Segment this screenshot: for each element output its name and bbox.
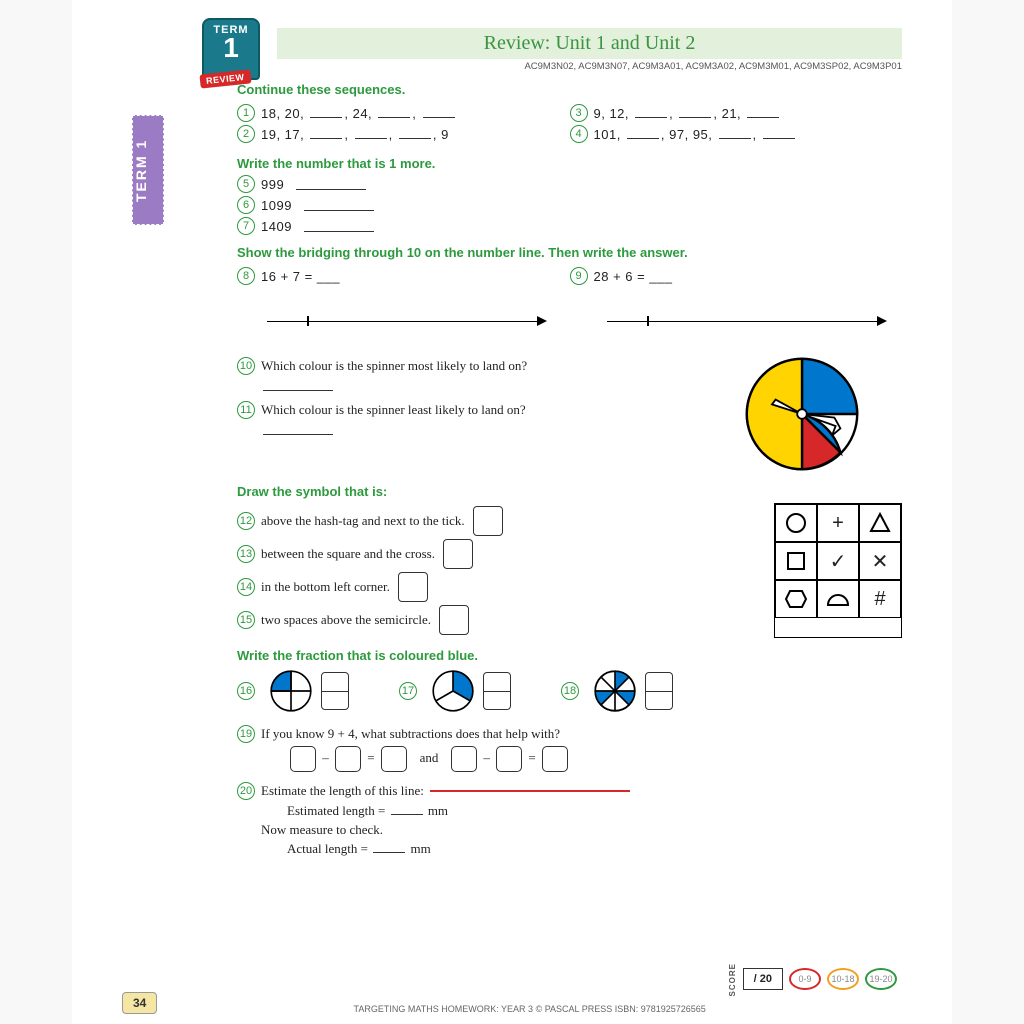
qnum-20: 20 [237, 782, 255, 800]
score-box: SCORE / 20 0-9 10-18 19-20 [728, 963, 897, 996]
grid-hexagon [775, 580, 817, 618]
content-area: Continue these sequences. 1 18, 20, , 24,… [237, 82, 902, 857]
q19-text: If you know 9 + 4, what subtractions doe… [261, 726, 560, 742]
qnum-11: 11 [237, 401, 255, 419]
fraction-thirds [431, 669, 475, 713]
q2-text: 19, 17, , , , 9 [261, 127, 449, 142]
red-line [430, 790, 630, 792]
term-badge: TERM 1 REVIEW [202, 18, 260, 80]
q7-text: 1409 [261, 219, 292, 234]
section-bridge: Show the bridging through 10 on the numb… [237, 245, 902, 260]
spinner-diagram [742, 354, 862, 474]
term-number: 1 [204, 36, 258, 60]
grid-square [775, 542, 817, 580]
section-sequences: Continue these sequences. [237, 82, 902, 97]
q13-text: between the square and the cross. [261, 546, 435, 562]
qnum-19: 19 [237, 725, 255, 743]
qnum-8: 8 [237, 267, 255, 285]
q12-text: above the hash-tag and next to the tick. [261, 513, 465, 529]
qnum-1: 1 [237, 104, 255, 122]
qnum-13: 13 [237, 545, 255, 563]
q3-text: 9, 12, , , 21, [594, 106, 782, 121]
q14-text: in the bottom left corner. [261, 579, 390, 595]
answer-box[interactable] [439, 605, 469, 635]
score-range-mid: 10-18 [827, 968, 859, 990]
answer-box[interactable] [398, 572, 428, 602]
qnum-9: 9 [570, 267, 588, 285]
fraction-answer-box[interactable] [321, 672, 349, 710]
qnum-12: 12 [237, 512, 255, 530]
qnum-18: 18 [561, 682, 579, 700]
qnum-10: 10 [237, 357, 255, 375]
grid-plus: + [817, 504, 859, 542]
worksheet-page: TERM 1 REVIEW Review: Unit 1 and Unit 2 … [72, 0, 952, 1024]
grid-circle [775, 504, 817, 542]
q8-text: 16 + 7 = ___ [261, 269, 340, 284]
q5-text: 999 [261, 177, 284, 192]
qnum-6: 6 [237, 196, 255, 214]
page-number: 34 [122, 992, 157, 1014]
grid-triangle [859, 504, 901, 542]
fraction-answer-box[interactable] [483, 672, 511, 710]
qnum-15: 15 [237, 611, 255, 629]
score-range-high: 19-20 [865, 968, 897, 990]
score-total: / 20 [743, 968, 783, 990]
fraction-answer-box[interactable] [645, 672, 673, 710]
qnum-5: 5 [237, 175, 255, 193]
grid-tick: ✓ [817, 542, 859, 580]
qnum-7: 7 [237, 217, 255, 235]
q20-actual: Actual length = mm [287, 841, 902, 857]
q9-text: 28 + 6 = ___ [594, 269, 673, 284]
side-tab: TERM 1 [132, 115, 164, 225]
qnum-17: 17 [399, 682, 417, 700]
answer-box[interactable] [443, 539, 473, 569]
number-line-2 [607, 306, 887, 336]
grid-hash: # [859, 580, 901, 618]
qnum-14: 14 [237, 578, 255, 596]
q19-equation: – = and – = [287, 746, 902, 772]
q20-estimate: Estimated length = mm [287, 803, 902, 819]
section-fractions: Write the fraction that is coloured blue… [237, 648, 902, 663]
score-range-low: 0-9 [789, 968, 821, 990]
q10-text: Which colour is the spinner most likely … [261, 358, 527, 374]
qnum-3: 3 [570, 104, 588, 122]
section-symbol: Draw the symbol that is: [237, 484, 902, 499]
score-label: SCORE [728, 963, 737, 996]
qnum-2: 2 [237, 125, 255, 143]
footer: 34 TARGETING MATHS HOMEWORK: YEAR 3 © PA… [122, 992, 902, 1014]
qnum-4: 4 [570, 125, 588, 143]
q20-measure: Now measure to check. [261, 822, 383, 838]
q20-text: Estimate the length of this line: [261, 783, 424, 799]
section-onemore: Write the number that is 1 more. [237, 156, 902, 171]
q6-text: 1099 [261, 198, 292, 213]
q15-text: two spaces above the semicircle. [261, 612, 431, 628]
q11-text: Which colour is the spinner least likely… [261, 402, 526, 418]
q1-text: 18, 20, , 24, , [261, 106, 457, 121]
footer-credit: TARGETING MATHS HOMEWORK: YEAR 3 © PASCA… [354, 1004, 706, 1014]
fraction-eighths [593, 669, 637, 713]
symbol-grid: + ✓ ✕ # [774, 503, 902, 638]
number-line-1 [267, 306, 547, 336]
fraction-quarters [269, 669, 313, 713]
grid-cross: ✕ [859, 542, 901, 580]
answer-box[interactable] [473, 506, 503, 536]
qnum-16: 16 [237, 682, 255, 700]
number-lines [267, 306, 902, 336]
q4-text: 101, , 97, 95, , [594, 127, 797, 142]
page-title: Review: Unit 1 and Unit 2 [277, 28, 902, 59]
grid-semicircle [817, 580, 859, 618]
